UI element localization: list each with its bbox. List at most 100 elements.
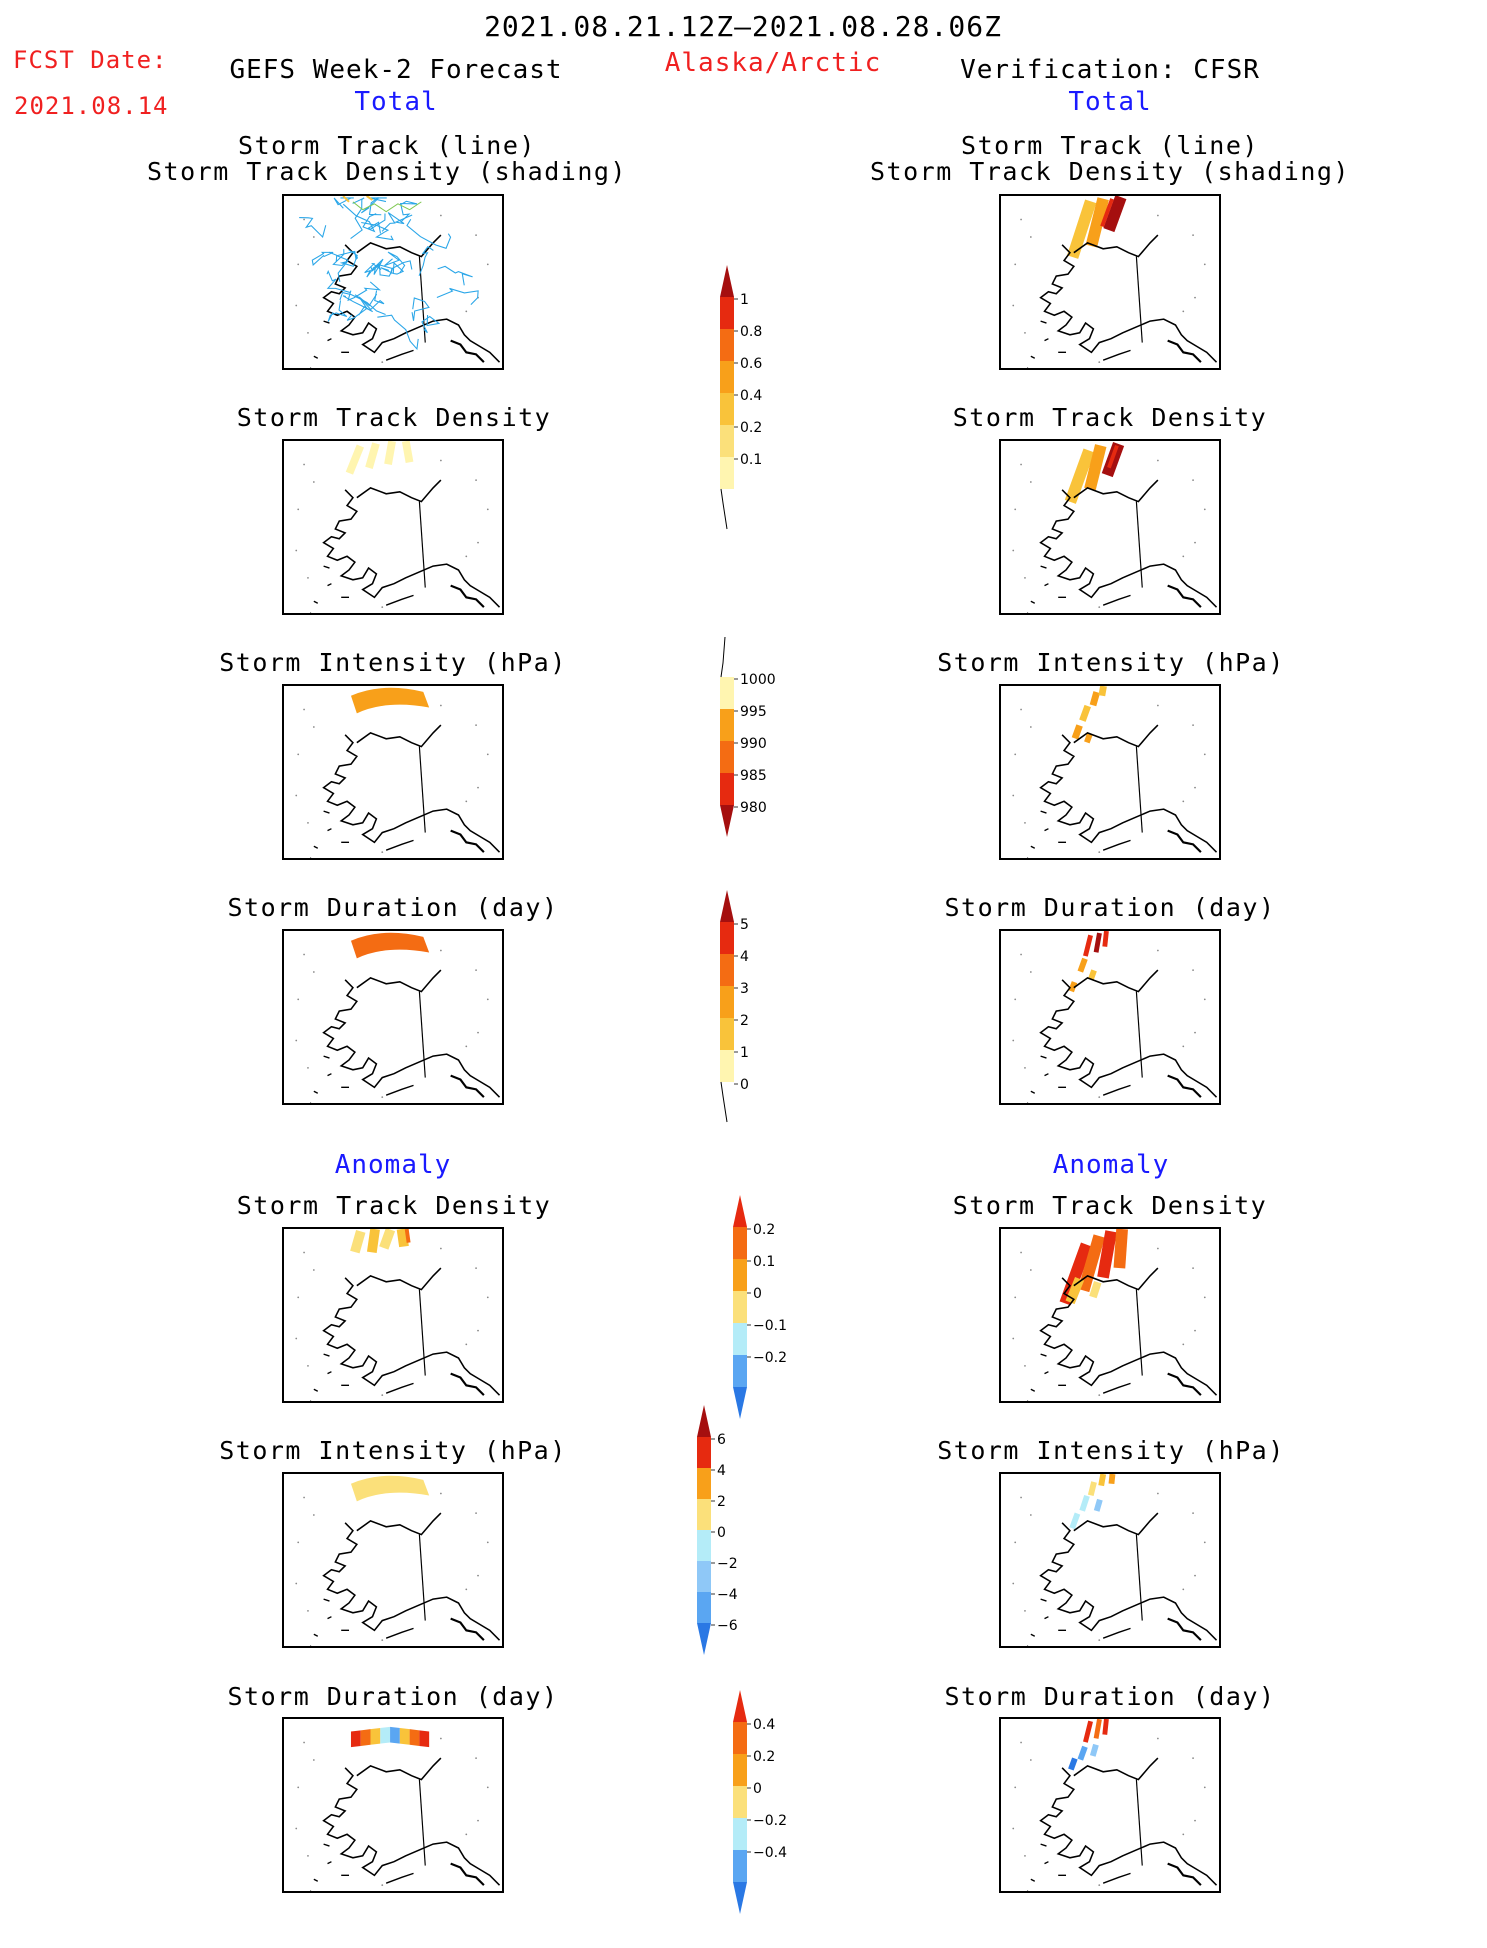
map-graphic (1012, 1719, 1218, 1891)
section-anomaly-left: Anomaly (334, 1150, 452, 1180)
colorbar-tick-label: 0.2 (753, 1222, 775, 1238)
colorbar-arrow-top (697, 1405, 711, 1437)
colorbar-tick-label: −2 (717, 1556, 738, 1572)
panel-title-anom-intensity-left: Storm Intensity (hPa) (219, 1436, 567, 1465)
colorbar-segment (697, 1530, 711, 1561)
colorbar-tick-label: −0.2 (753, 1350, 787, 1366)
colorbar-tick-label: 2 (717, 1494, 726, 1510)
colorbar-tick-label: 0.1 (740, 452, 762, 468)
colorbar-segment (733, 1355, 747, 1387)
colorbar-segment (720, 741, 734, 773)
colorbar-segment (720, 393, 734, 425)
colorbar-tick-label: 1000 (740, 672, 776, 688)
colorbar-intensity-anomaly: 6 4 2 0 −2 −4 −6 (697, 1405, 767, 1689)
colorbar-tick-label: −0.4 (753, 1845, 787, 1861)
colorbar-tick-label: 4 (740, 949, 749, 965)
colorbar-tick-label: 5 (740, 917, 749, 933)
map-intensity-right (999, 684, 1221, 860)
map-anom-duration-right (999, 1717, 1221, 1893)
colorbar-segment (733, 1227, 747, 1259)
colorbar-tick-label: −4 (717, 1587, 738, 1603)
map-track-left (282, 194, 504, 370)
colorbar-tick-label: 0.2 (740, 420, 762, 436)
colorbar-tick-label: 0.1 (753, 1254, 775, 1270)
colorbar-tick-label: 1 (740, 292, 749, 308)
colorbar-segment (697, 1437, 711, 1468)
map-graphic (295, 1726, 501, 1891)
colorbar-tick-label: 4 (717, 1463, 726, 1479)
date-range-title: 2021.08.21.12Z–2021.08.28.06Z (484, 10, 1002, 43)
colorbar-arrow-top (733, 1195, 747, 1227)
panel-title-duration-left: Storm Duration (day) (227, 893, 559, 922)
colorbar-arrow-bottom (733, 1387, 747, 1419)
colorbar-tick-label: 0 (740, 1077, 749, 1093)
map-graphic (295, 932, 501, 1103)
section-anomaly-right: Anomaly (1052, 1150, 1170, 1180)
map-anom-density-left (282, 1227, 504, 1403)
colorbar-tick-label: −0.1 (753, 1318, 787, 1334)
panel-title-anom-density-left: Storm Track Density (236, 1191, 552, 1220)
colorbar-arrow-bottom (733, 1882, 747, 1914)
colorbar-tick-label: 2 (740, 1013, 749, 1029)
colorbar-arrow-bottom (697, 1623, 711, 1655)
fcst-date-label: FCST Date: (13, 46, 168, 74)
panel-title-track-line-left: Storm Track (line) (238, 131, 536, 160)
panel-title-anom-intensity-right: Storm Intensity (hPa) (937, 1436, 1285, 1465)
colorbar-arrow-top (720, 265, 734, 297)
colorbar-segment (720, 677, 734, 709)
colorbar-graphic: 1 0.8 0.6 0.4 0.2 0.1 (720, 265, 762, 530)
map-track-right (999, 194, 1221, 370)
panel-title-anom-duration-right: Storm Duration (day) (944, 1682, 1276, 1711)
colorbar-segment (733, 1818, 747, 1850)
colorbar-segment (697, 1468, 711, 1499)
map-anom-density-right (999, 1227, 1221, 1403)
map-intensity-left (282, 684, 504, 860)
colorbar-tick-label: 980 (740, 800, 767, 816)
panel-title-density-left: Storm Track Density (236, 403, 552, 432)
colorbar-segment (720, 297, 734, 329)
colorbar-tick-label: 0 (753, 1286, 762, 1302)
panel-title-duration-right: Storm Duration (day) (944, 893, 1276, 922)
colorbar-intensity: 1000 995 990 985 980 (720, 636, 790, 871)
colorbar-track-density: 1 0.8 0.6 0.4 0.2 0.1 (720, 265, 790, 555)
colorbar-segment (720, 457, 734, 489)
colorbar-graphic: 0.2 0.1 0 −0.1 −0.2 (733, 1195, 787, 1419)
panel-title-intensity-right: Storm Intensity (hPa) (937, 648, 1285, 677)
colorbar-tick-label: 990 (740, 736, 767, 752)
colorbar-segment (697, 1499, 711, 1530)
colorbar-segment (720, 1018, 734, 1050)
panel-title-track-shading-right: Storm Track Density (shading) (870, 157, 1350, 186)
colorbar-tick-label: −6 (717, 1618, 738, 1634)
colorbar-segment (720, 986, 734, 1018)
panel-title-track-line-right: Storm Track (line) (961, 131, 1259, 160)
section-total-right: Total (1068, 87, 1152, 117)
colorbar-segment (720, 329, 734, 361)
map-graphic (295, 441, 501, 613)
colorbar-segment (733, 1323, 747, 1355)
colorbar-segment (720, 922, 734, 954)
colorbar-tick-label: 1 (740, 1045, 749, 1061)
colorbar-tick-label: 0.6 (740, 356, 762, 372)
map-graphic (1012, 686, 1218, 858)
map-anom-intensity-left (282, 1472, 504, 1648)
colorbar-segment (720, 361, 734, 393)
colorbar-segment (720, 425, 734, 457)
colorbar-segment (697, 1592, 711, 1623)
map-graphic (295, 687, 501, 858)
forecast-title: GEFS Week-2 Forecast (229, 55, 563, 85)
colorbar-tick-label: 0.4 (740, 388, 762, 404)
colorbar-tick-label: 0.4 (753, 1717, 775, 1733)
map-graphic (1012, 931, 1218, 1103)
colorbar-density-anomaly: 0.2 0.1 0 −0.1 −0.2 (733, 1195, 803, 1453)
colorbar-graphic: 5 4 3 2 1 0 (720, 890, 749, 1123)
panel-title-track-shading-left: Storm Track Density (shading) (147, 157, 627, 186)
colorbar-tick-label: 3 (740, 981, 749, 997)
colorbar-arrow-top (733, 1690, 747, 1722)
map-density-left (282, 439, 504, 615)
panel-title-density-right: Storm Track Density (952, 403, 1268, 432)
colorbar-duration: 5 4 3 2 1 0 (720, 890, 790, 1148)
colorbar-arrow-bottom (720, 805, 734, 837)
map-graphic (295, 1475, 501, 1646)
map-anom-intensity-right (999, 1472, 1221, 1648)
colorbar-segment (720, 954, 734, 986)
